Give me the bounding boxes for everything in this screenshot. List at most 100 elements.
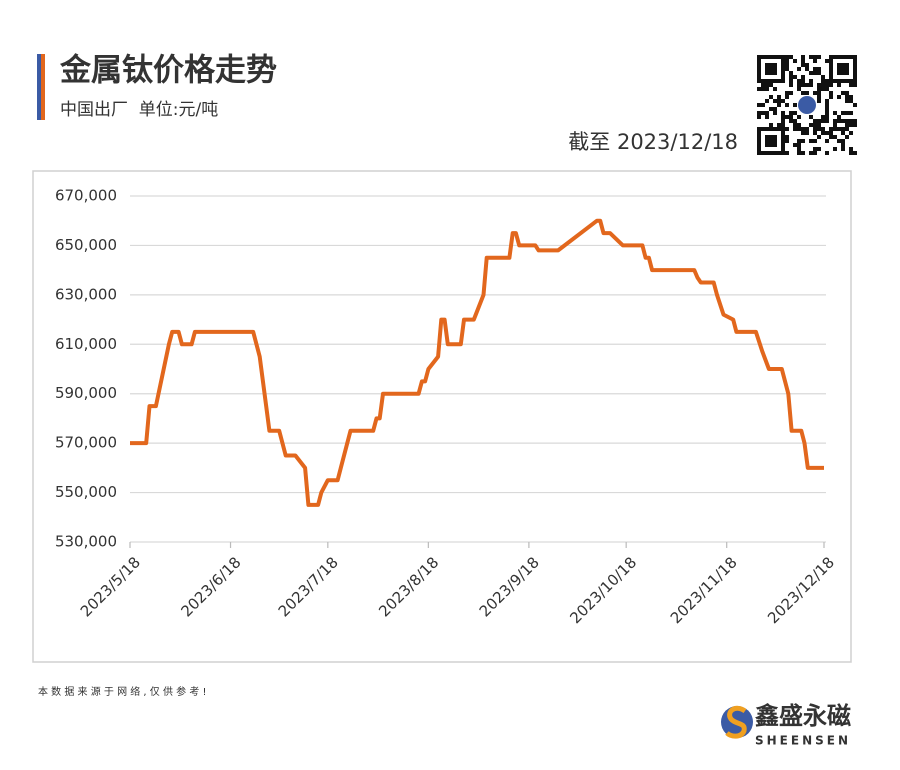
- qr-module: [817, 83, 821, 87]
- qr-module: [849, 55, 853, 59]
- qr-module: [841, 67, 845, 71]
- qr-module: [781, 79, 785, 83]
- qr-module: [769, 79, 773, 83]
- source-note: 本 数 据 来 源 于 网 络 , 仅 供 参 考 !: [38, 685, 207, 698]
- qr-module: [817, 119, 821, 123]
- qr-module: [757, 131, 761, 135]
- qr-module: [825, 107, 829, 111]
- qr-module: [789, 119, 793, 123]
- qr-module: [825, 131, 829, 135]
- qr-module: [837, 95, 841, 99]
- qr-module: [833, 135, 837, 139]
- qr-module: [841, 143, 845, 147]
- qr-module: [769, 127, 773, 131]
- qr-module: [801, 127, 805, 131]
- qr-module: [773, 63, 777, 67]
- qr-module: [849, 99, 853, 103]
- qr-module: [849, 123, 853, 127]
- qr-module: [829, 95, 833, 99]
- qr-module: [757, 115, 761, 119]
- qr-module: [837, 139, 841, 143]
- qr-module: [793, 75, 797, 79]
- qr-module: [809, 71, 813, 75]
- qr-module: [853, 83, 857, 87]
- qr-module: [769, 107, 773, 111]
- qr-module: [849, 131, 853, 135]
- qr-module: [813, 91, 817, 95]
- qr-module: [801, 131, 805, 135]
- qr-module: [765, 79, 769, 83]
- qr-module: [785, 127, 789, 131]
- qr-module: [817, 91, 821, 95]
- qr-module: [777, 95, 781, 99]
- qr-module: [797, 143, 801, 147]
- qr-module: [785, 59, 789, 63]
- qr-module: [805, 91, 809, 95]
- y-tick-label: 610,000: [55, 335, 117, 353]
- qr-module: [765, 143, 769, 147]
- qr-module: [821, 75, 825, 79]
- qr-module: [785, 151, 789, 155]
- qr-module: [781, 111, 785, 115]
- qr-module: [773, 99, 777, 103]
- qr-module: [853, 67, 857, 71]
- y-tick-label: 670,000: [55, 187, 117, 205]
- y-tick-label: 590,000: [55, 384, 117, 402]
- y-tick-label: 530,000: [55, 533, 117, 551]
- qr-module: [773, 139, 777, 143]
- qr-module: [769, 123, 773, 127]
- qr-module: [757, 147, 761, 151]
- qr-module: [773, 135, 777, 139]
- qr-module: [781, 71, 785, 75]
- qr-module: [833, 147, 837, 151]
- qr-module: [837, 115, 841, 119]
- qr-module: [801, 139, 805, 143]
- qr-module: [757, 127, 761, 131]
- qr-module: [757, 67, 761, 71]
- qr-module: [781, 131, 785, 135]
- qr-module: [769, 95, 773, 99]
- qr-module: [849, 147, 853, 151]
- qr-module: [757, 79, 761, 83]
- qr-module: [789, 79, 793, 83]
- qr-module: [769, 71, 773, 75]
- qr-module: [757, 71, 761, 75]
- qr-module: [833, 111, 837, 115]
- qr-module: [805, 83, 809, 87]
- y-tick-label: 570,000: [55, 434, 117, 452]
- qr-module: [785, 91, 789, 95]
- qr-module: [849, 151, 853, 155]
- x-tick-label: 2023/10/18: [566, 553, 640, 627]
- qr-module: [809, 139, 813, 143]
- qr-module: [825, 59, 829, 63]
- qr-module: [793, 123, 797, 127]
- qr-module: [825, 103, 829, 107]
- plot-frame: [32, 170, 852, 663]
- qr-module: [829, 59, 833, 63]
- qr-module: [809, 83, 813, 87]
- qr-module: [773, 79, 777, 83]
- qr-module: [761, 103, 765, 107]
- qr-module: [853, 103, 857, 107]
- qr-module: [805, 63, 809, 67]
- qr-module: [765, 151, 769, 155]
- qr-module: [845, 63, 849, 67]
- qr-module: [765, 83, 769, 87]
- qr-module: [785, 55, 789, 59]
- qr-module: [841, 131, 845, 135]
- qr-module: [837, 63, 841, 67]
- qr-module: [837, 119, 841, 123]
- qr-module: [761, 79, 765, 83]
- qr-module: [817, 127, 821, 131]
- qr-module: [813, 71, 817, 75]
- qr-module: [777, 55, 781, 59]
- qr-module: [781, 147, 785, 151]
- qr-module: [769, 63, 773, 67]
- brand-logo: 鑫盛永磁 SHEENSEN: [721, 702, 851, 748]
- qr-module: [801, 151, 805, 155]
- qr-module: [765, 127, 769, 131]
- qr-module: [809, 55, 813, 59]
- qr-module: [777, 151, 781, 155]
- qr-module: [845, 127, 849, 131]
